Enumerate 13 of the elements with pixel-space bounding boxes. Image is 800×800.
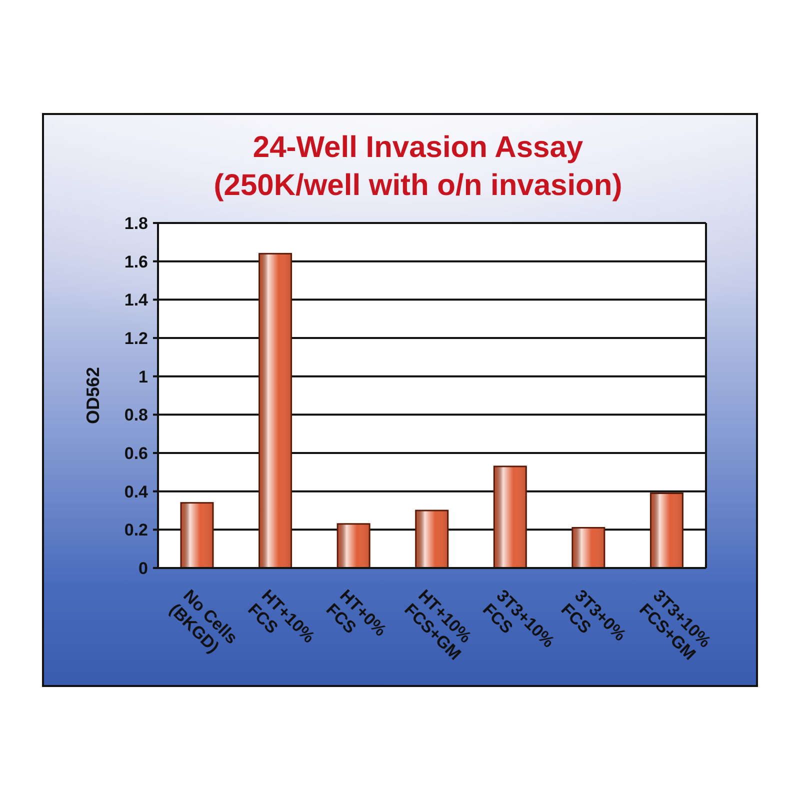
y-tick-label: 1.4 [124, 290, 149, 310]
y-axis-title: OD562 [83, 366, 103, 424]
y-tick-label: 1.6 [124, 252, 148, 272]
y-tick-label: 1 [138, 367, 148, 386]
y-tick-label: 0.4 [124, 482, 149, 502]
chart-title: 24-Well Invasion Assay [252, 130, 584, 166]
y-tick-label: 0.6 [124, 444, 148, 464]
chart-subtitle: (250K/well with o/n invasion) [212, 168, 624, 204]
y-tick-label: 1.2 [124, 329, 148, 348]
y-tick-label: 0.8 [124, 406, 148, 425]
y-tick-label: 0 [138, 559, 148, 578]
y-tick-label: 1.8 [124, 214, 148, 234]
y-tick-label: 0.2 [124, 520, 148, 540]
